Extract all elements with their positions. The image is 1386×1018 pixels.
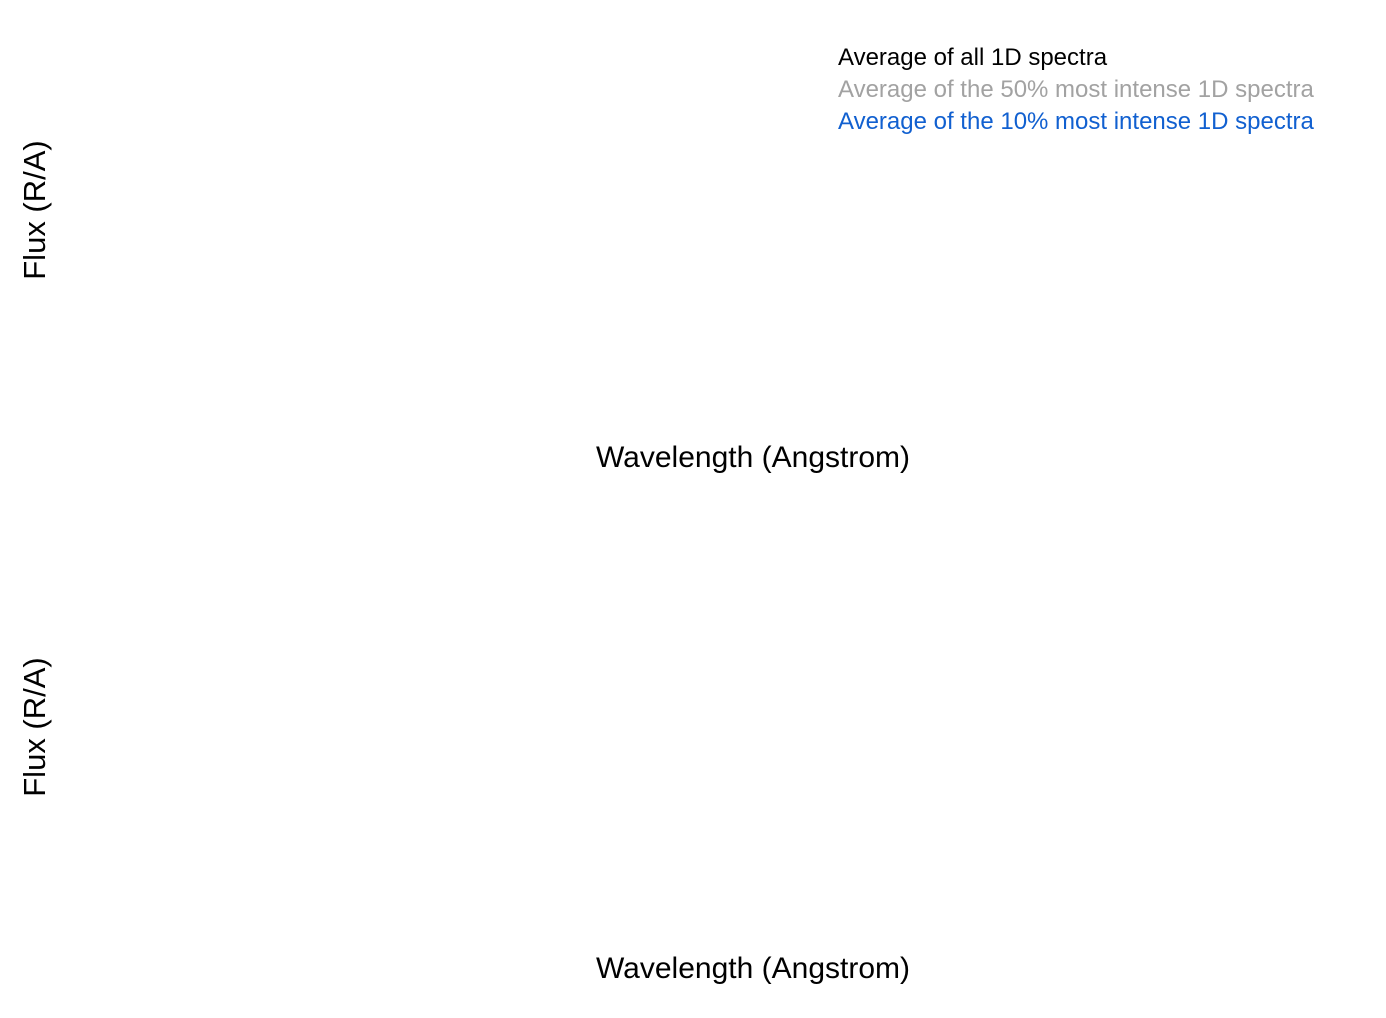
- legend-item-all: Average of all 1D spectra: [838, 44, 1108, 71]
- legend-item-top10: Average of the 10% most intense 1D spect…: [838, 108, 1314, 135]
- top-panel-x-axis-title: Wavelength (Angstrom): [596, 441, 910, 474]
- bottom-panel-x-axis-title: Wavelength (Angstrom): [596, 952, 910, 985]
- legend: Average of all 1D spectra Average of the…: [838, 44, 1314, 135]
- top-panel-y-axis-title: Flux (R/A): [17, 140, 52, 280]
- legend-item-top50: Average of the 50% most intense 1D spect…: [838, 76, 1314, 103]
- bottom-panel-y-axis-title: Flux (R/A): [17, 657, 52, 797]
